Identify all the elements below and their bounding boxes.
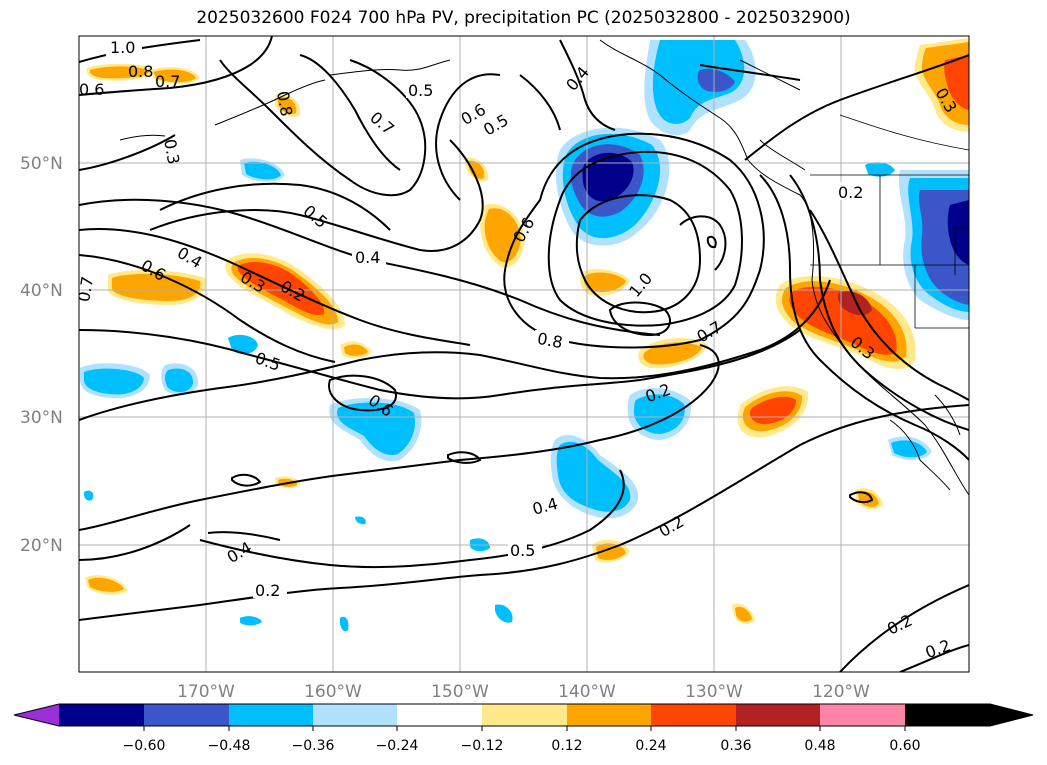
colorbar-segment — [397, 704, 482, 726]
map-frame — [78, 35, 970, 673]
colorbar-segment — [313, 704, 397, 726]
contour-label: 0.5 — [408, 81, 433, 100]
colorbar-tick-label: 0.36 — [720, 738, 751, 754]
contour-label: 0.8 — [536, 329, 564, 352]
colorbar-segment — [482, 704, 567, 726]
lon-label-150w: 150°W — [431, 682, 489, 702]
lon-label-170w: 170°W — [177, 682, 235, 702]
longitude-labels: 170°W 160°W 150°W 140°W 130°W 120°W — [177, 682, 870, 702]
colorbar-segment — [651, 704, 736, 726]
colorbar-segment — [820, 704, 905, 726]
colorbar-tick-label: −0.36 — [292, 738, 335, 754]
colorbar-tick-label: −0.60 — [123, 738, 166, 754]
colorbar: −0.60 −0.48 −0.36 −0.24 −0.12 0.12 0.24 … — [13, 703, 1034, 754]
colorbar-tick-label: −0.24 — [376, 738, 419, 754]
lon-label-160w: 160°W — [304, 682, 362, 702]
precip-positive-shading — [85, 38, 969, 624]
lon-label-130w: 130°W — [685, 682, 743, 702]
contour-label: 0.8 — [273, 89, 296, 117]
colorbar-tick-label: 0.60 — [889, 738, 920, 754]
state-borders — [810, 114, 969, 329]
latitude-labels: 50°N 40°N 30°N 20°N — [20, 154, 63, 556]
lat-label-20n: 20°N — [20, 536, 63, 556]
colorbar-tick-label: 0.12 — [551, 738, 582, 754]
lat-label-40n: 40°N — [20, 281, 63, 301]
colorbar-tick-label: 0.48 — [804, 738, 835, 754]
contour-label: 0.5 — [510, 541, 535, 560]
contour-label: 0.2 — [255, 581, 280, 600]
contour-label: 0.7 — [74, 275, 97, 303]
lat-label-50n: 50°N — [20, 154, 63, 174]
contour-label: 0.3 — [160, 137, 183, 165]
colorbar-segment — [567, 704, 651, 726]
colorbar-segment — [229, 704, 313, 726]
contour-label: 0.7 — [155, 72, 180, 91]
colorbar-extend-max — [905, 704, 1033, 726]
map-background — [79, 36, 969, 672]
lon-label-140w: 140°W — [558, 682, 616, 702]
colorbar-tick-label: 0.24 — [635, 738, 666, 754]
contour-label: 0.8 — [128, 62, 153, 81]
colorbar-extend-min — [14, 704, 59, 726]
colorbar-segment — [736, 704, 820, 726]
colorbar-tick-label: −0.48 — [208, 738, 251, 754]
contour-label: 1.0 — [110, 38, 135, 57]
lat-label-30n: 30°N — [20, 408, 63, 428]
precip-negative-shading — [80, 40, 969, 632]
contour-label: 0.4 — [355, 248, 380, 267]
colorbar-segment — [144, 704, 229, 726]
lon-label-120w: 120°W — [812, 682, 870, 702]
contour-label: 0.2 — [838, 183, 863, 202]
map-title: 2025032600 F024 700 hPa PV, precipitatio… — [196, 8, 851, 28]
colorbar-tick-label: −0.12 — [461, 738, 504, 754]
contour-label: 0.6 — [79, 80, 104, 99]
colorbar-segment — [59, 704, 144, 726]
